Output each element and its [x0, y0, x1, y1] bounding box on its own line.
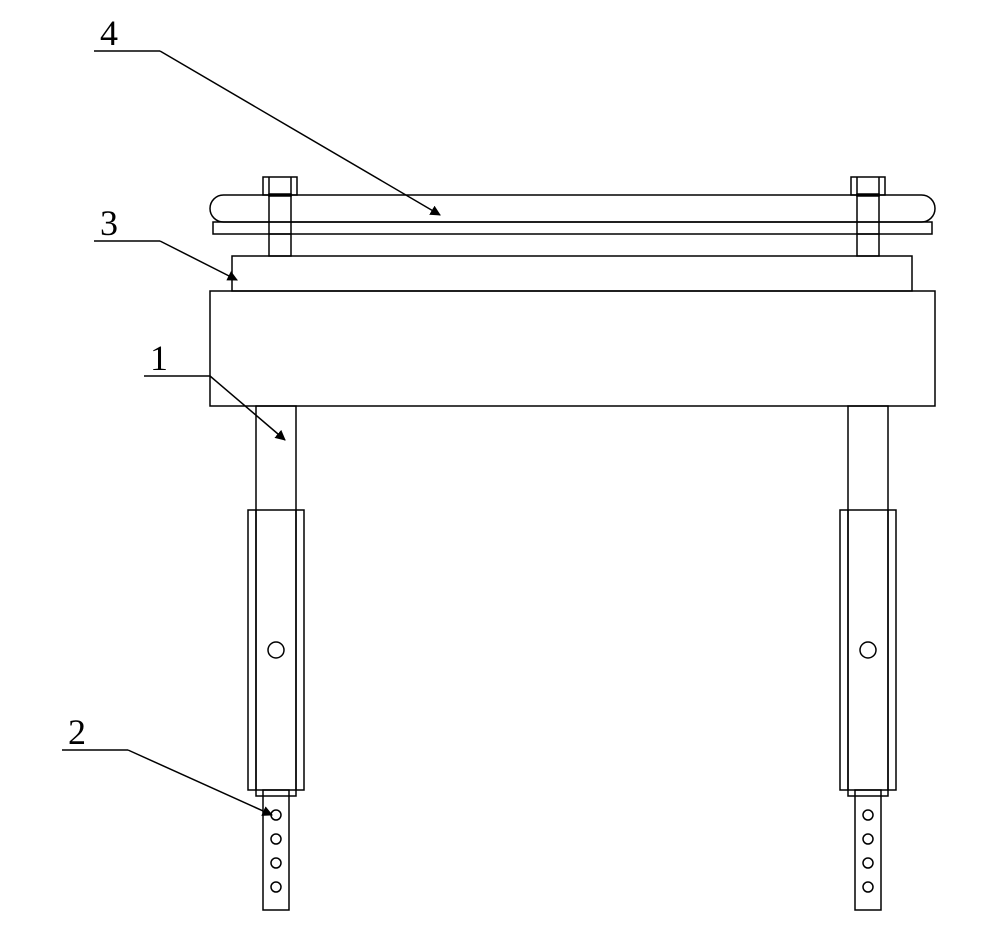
- leg-left-outer: [256, 406, 296, 796]
- engineering-diagram: 1 2 3 4: [0, 0, 1000, 940]
- label-3-leader: [160, 241, 237, 280]
- labels-group: 1 2 3 4: [68, 13, 168, 752]
- leader-lines: [62, 51, 440, 815]
- stud-left: [269, 234, 291, 256]
- label-4-text: 4: [100, 13, 118, 53]
- drawing-group: [210, 177, 935, 910]
- bolt-right-nut: [851, 177, 885, 195]
- clamp-bar-upper: [210, 195, 935, 222]
- stud-right: [857, 234, 879, 256]
- label-2-leader: [128, 750, 272, 815]
- label-1-text: 1: [150, 338, 168, 378]
- label-2-text: 2: [68, 712, 86, 752]
- frame-beam: [210, 291, 935, 406]
- bolt-left-nut: [263, 177, 297, 195]
- leg-right-outer: [848, 406, 888, 796]
- frame-top-rail: [232, 256, 912, 291]
- clamp-bar-lower: [213, 222, 932, 234]
- label-3-text: 3: [100, 203, 118, 243]
- label-1-leader: [210, 376, 285, 440]
- label-4-leader: [160, 51, 440, 215]
